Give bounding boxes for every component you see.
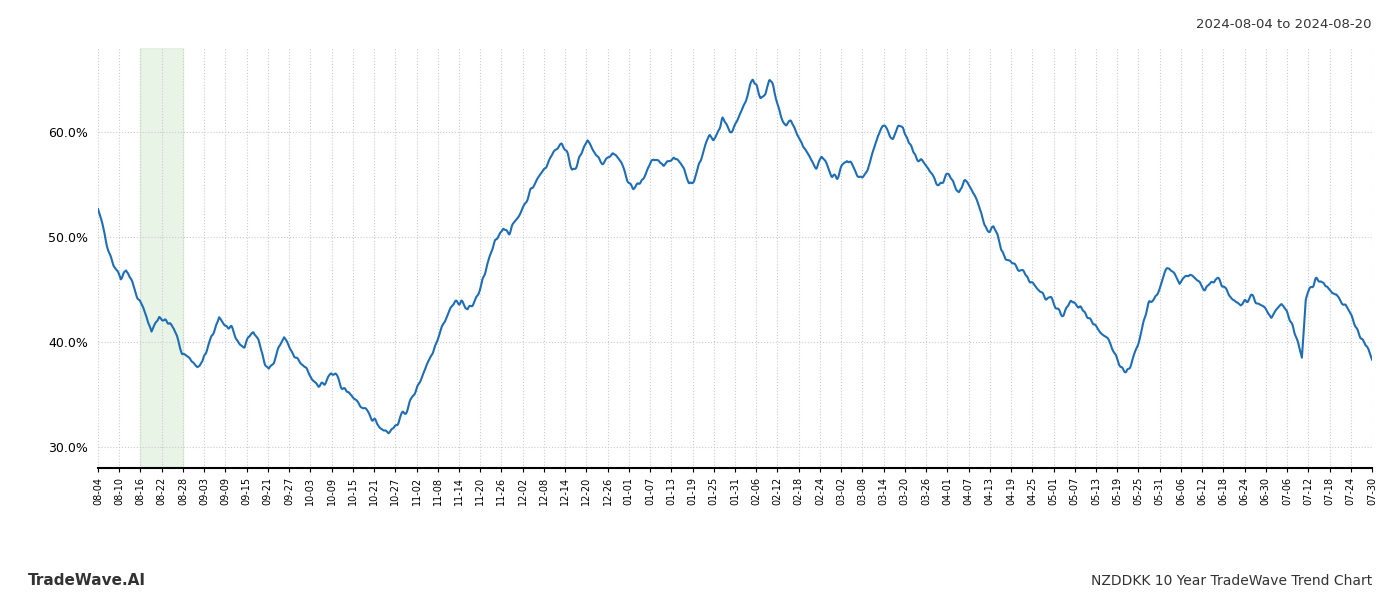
Text: NZDDKK 10 Year TradeWave Trend Chart: NZDDKK 10 Year TradeWave Trend Chart xyxy=(1091,574,1372,588)
Text: 2024-08-04 to 2024-08-20: 2024-08-04 to 2024-08-20 xyxy=(1197,18,1372,31)
Text: TradeWave.AI: TradeWave.AI xyxy=(28,573,146,588)
Bar xyxy=(140,48,183,468)
